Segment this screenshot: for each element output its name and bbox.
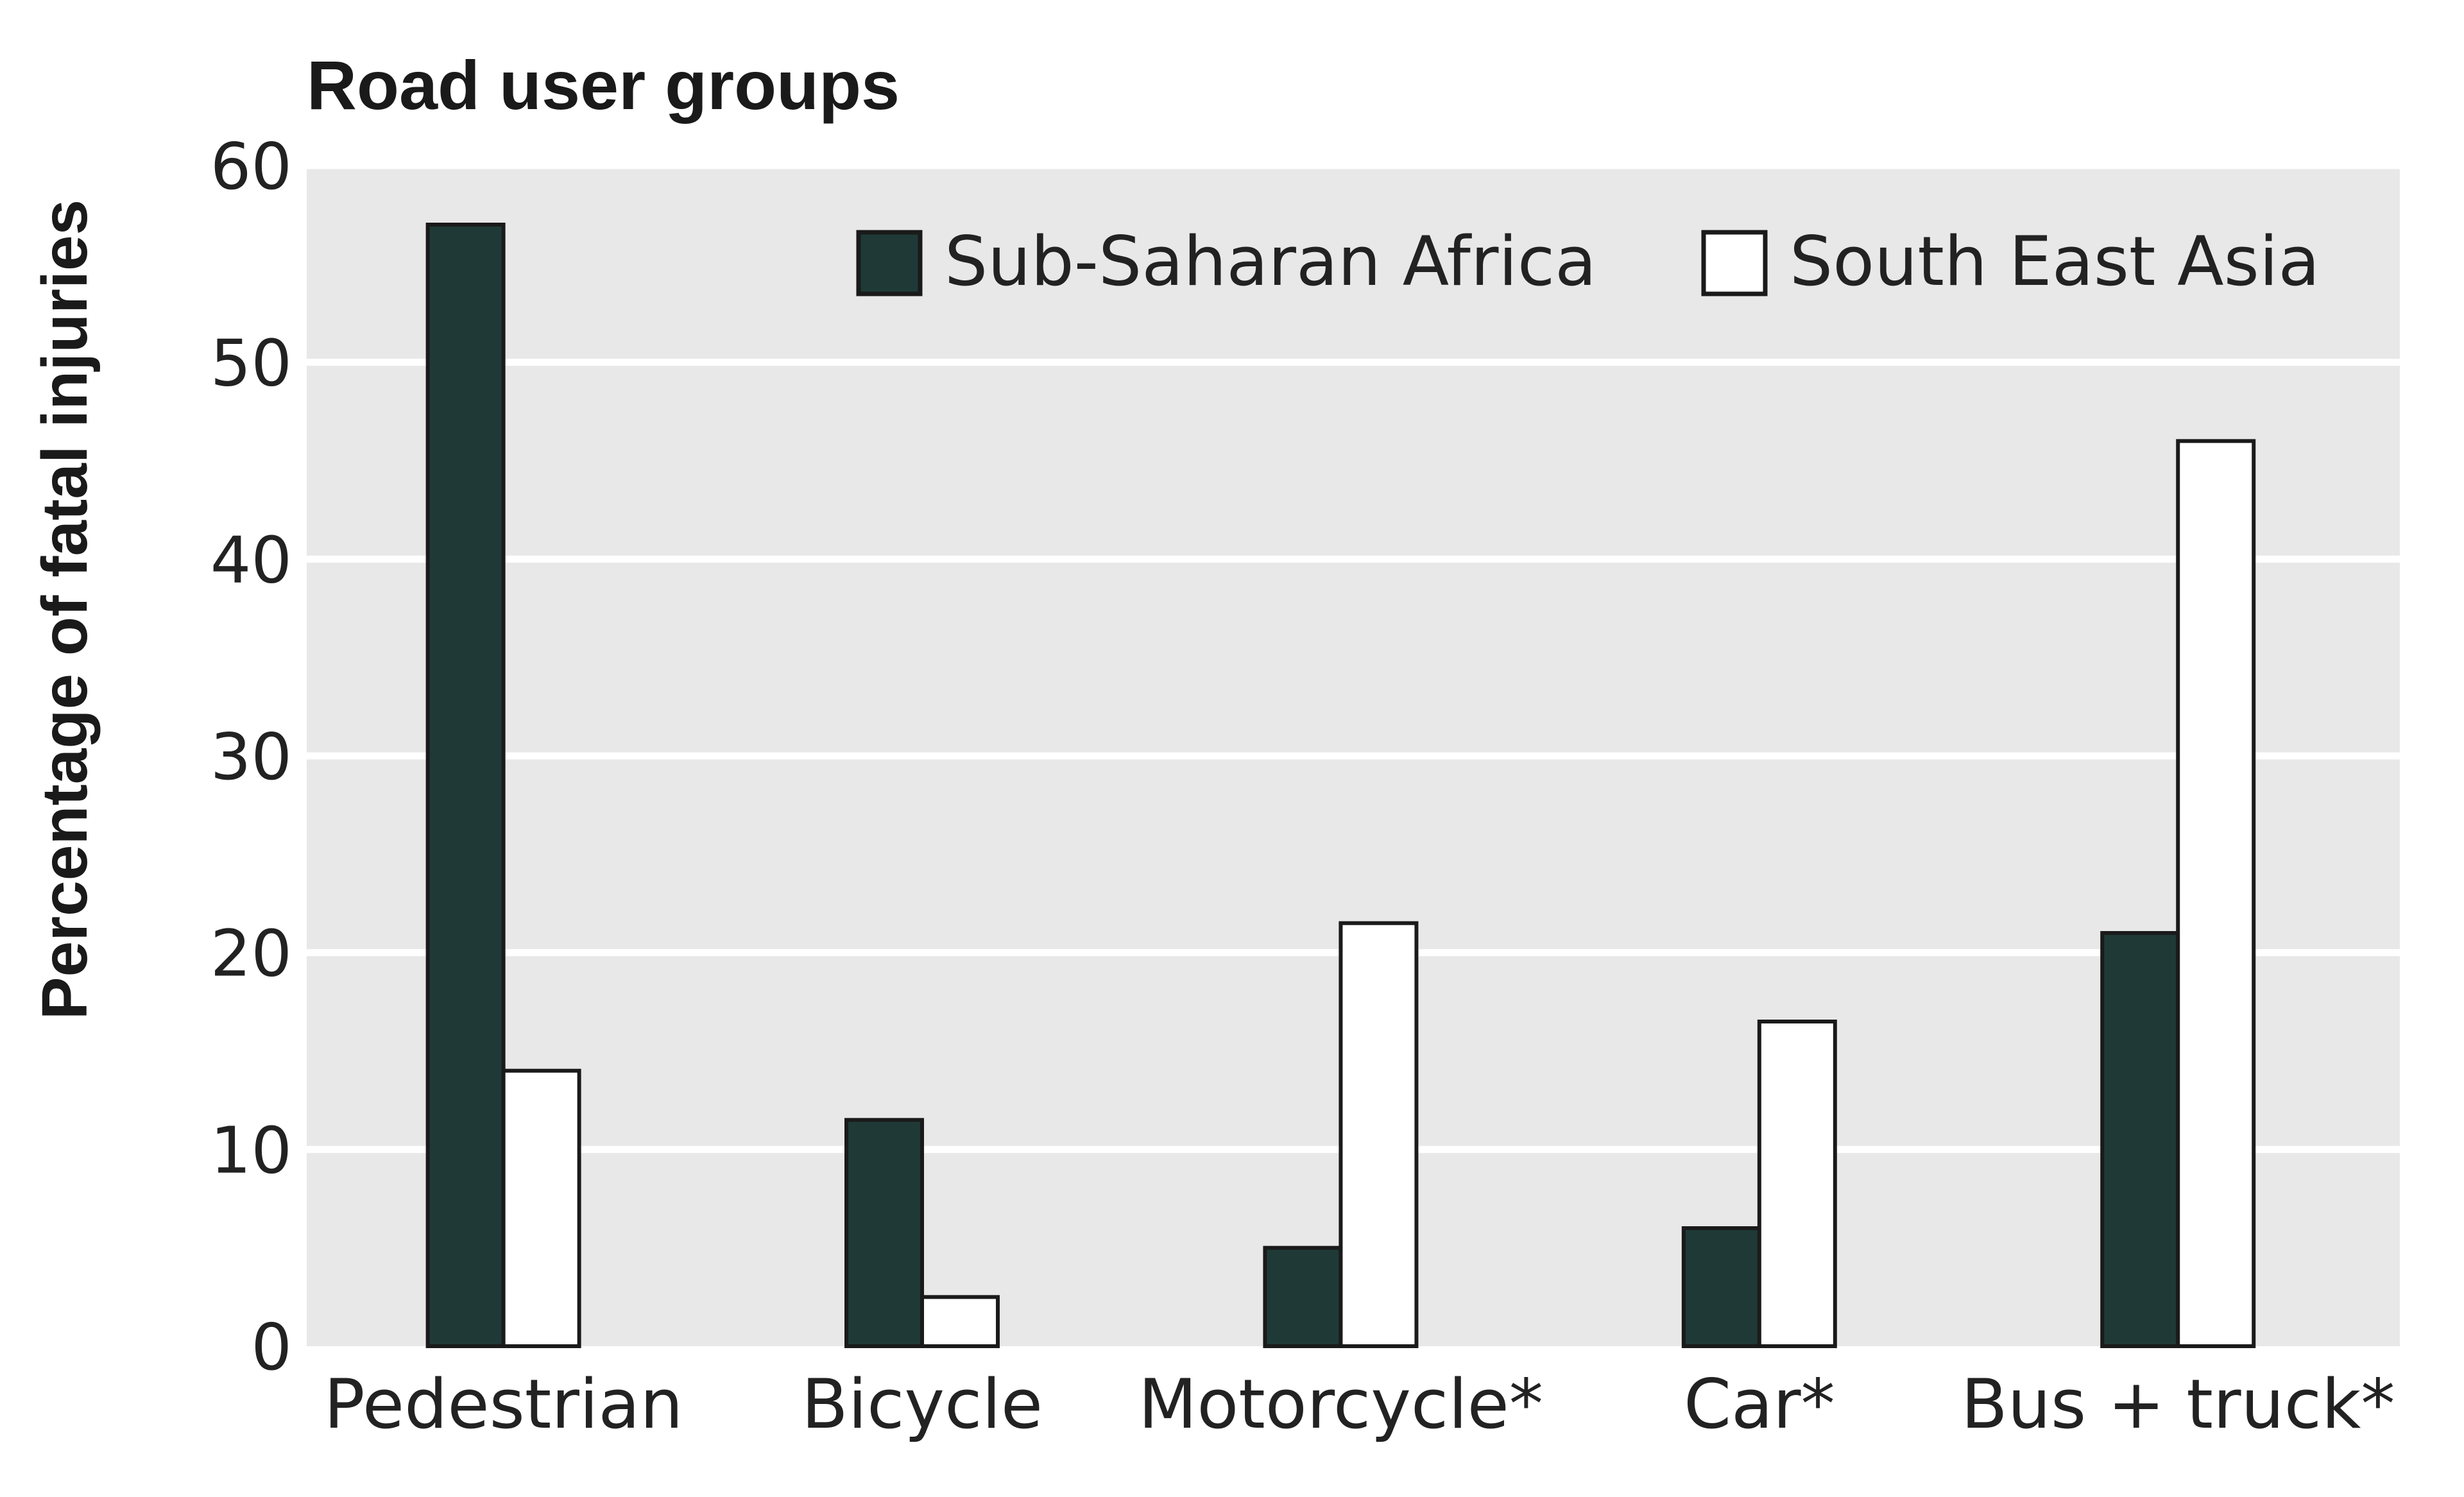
x-axis-labels: Pedestrian Bicycle Motorcycle* Car* Bus + tr… xyxy=(324,1365,2395,1444)
legend: Sub-Saharan Africa South East Asia xyxy=(856,222,2320,301)
x-tick-label-bus-truck: Bus + truck* xyxy=(1961,1365,2395,1444)
x-tick-label-bicycle: Bicycle xyxy=(801,1365,1043,1444)
y-tick-label-40: 40 xyxy=(210,522,292,597)
bar-pedestrian-sub-saharan-africa xyxy=(425,223,506,1348)
legend-swatch-sub-saharan-africa xyxy=(856,230,923,296)
y-tick-label-20: 20 xyxy=(210,916,292,991)
bar-bicycle-sub-saharan-africa xyxy=(844,1118,925,1349)
y-tick-label-10: 10 xyxy=(210,1113,292,1188)
y-tick-label-50: 50 xyxy=(210,326,292,401)
y-tick-label-60: 60 xyxy=(210,129,292,204)
bar-bus-truck-sub-saharan-africa xyxy=(2100,931,2180,1348)
y-axis-label: Percentage of fatal injuries xyxy=(29,200,101,1020)
bar-motorcycle-south-east-asia xyxy=(1339,921,1419,1348)
bar-bicycle-south-east-asia xyxy=(920,1295,1000,1349)
x-tick-label-car: Car* xyxy=(1684,1365,1835,1444)
bar-pedestrian-south-east-asia xyxy=(501,1068,581,1348)
legend-swatch-south-east-asia xyxy=(1701,230,1768,296)
bar-motorcycle-sub-saharan-africa xyxy=(1263,1245,1343,1348)
x-tick-label-pedestrian: Pedestrian xyxy=(324,1365,683,1444)
bar-car-south-east-asia xyxy=(1757,1020,1837,1348)
bars xyxy=(425,223,2256,1349)
x-tick-label-motorcycle: Motorcycle* xyxy=(1138,1365,1543,1444)
legend-label-sub-saharan-africa: Sub-Saharan Africa xyxy=(945,222,1596,301)
y-tick-label-0: 0 xyxy=(251,1310,292,1385)
bar-bus-truck-south-east-asia xyxy=(2176,439,2256,1348)
y-tick-label-30: 30 xyxy=(210,719,292,794)
chart-title: Road user groups xyxy=(307,46,900,124)
legend-label-south-east-asia: South East Asia xyxy=(1790,222,2320,301)
y-axis-ticks: 0 10 20 30 40 50 60 xyxy=(210,129,292,1385)
bar-car-sub-saharan-africa xyxy=(1681,1226,1761,1348)
